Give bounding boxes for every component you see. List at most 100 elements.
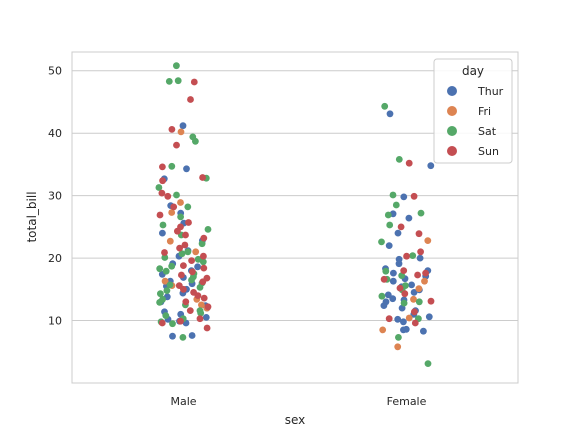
point-sun-male-8 <box>164 192 172 200</box>
point-sat-male-25 <box>188 276 195 284</box>
x-tick-male: Male <box>170 395 196 408</box>
legend-box <box>433 58 513 164</box>
point-sun-male-35 <box>196 315 204 323</box>
point-sun-female-42 <box>415 230 423 238</box>
point-sun-female-49 <box>396 284 404 292</box>
point-sun-female-54 <box>411 319 419 327</box>
point-sat-male-0 <box>173 62 180 70</box>
point-sat-male-30 <box>157 290 164 298</box>
point-sun-female-44 <box>403 252 410 260</box>
x-tick-labels: Male Female <box>170 395 426 408</box>
point-fri-female-15 <box>379 326 387 334</box>
legend-marker-thur <box>447 86 457 96</box>
point-sun-female-48 <box>380 275 388 283</box>
point-thur-female-53 <box>389 295 397 303</box>
point-sat-male-1 <box>165 78 173 85</box>
point-sun-female-40 <box>410 192 418 200</box>
point-sat-male-27 <box>166 281 174 289</box>
point-sun-female-41 <box>397 223 405 231</box>
point-sat-male-19 <box>199 258 207 266</box>
point-sat-male-17 <box>161 254 169 261</box>
point-thur-female-52 <box>384 291 392 299</box>
point-sat-male-7 <box>155 184 163 191</box>
point-sun-female-45 <box>400 267 408 274</box>
legend-marker-sat <box>447 126 457 136</box>
y-gridlines <box>72 70 518 322</box>
point-sun-male-33 <box>204 303 212 311</box>
point-sun-female-43 <box>417 248 424 256</box>
point-sun-male-22 <box>200 264 208 272</box>
point-sat-male-29 <box>163 287 171 294</box>
point-sun-male-15 <box>200 234 208 242</box>
point-sat-male-14 <box>198 240 206 248</box>
point-sun-female-52 <box>411 308 418 316</box>
point-thur-female-64 <box>400 326 407 334</box>
point-thur-female-38 <box>385 242 393 250</box>
legend: day Thur Fri Sat Sun <box>433 58 513 164</box>
y-tick-50: 50 <box>48 65 62 78</box>
point-sat-female-44 <box>392 201 400 209</box>
point-thur-male-31 <box>169 332 176 340</box>
point-sun-male-24 <box>178 271 185 279</box>
point-sat-male-28 <box>196 284 204 291</box>
point-fri-female-14 <box>405 314 413 322</box>
point-sun-male-20 <box>188 257 196 264</box>
point-sun-male-13 <box>174 227 181 235</box>
point-sat-male-8 <box>173 191 180 199</box>
legend-label-sun: Sun <box>478 145 499 158</box>
point-sun-female-53 <box>385 315 393 323</box>
y-tick-10: 10 <box>48 315 62 328</box>
point-sun-male-31 <box>200 294 208 302</box>
point-sat-male-22 <box>162 267 170 275</box>
point-sat-male-16 <box>178 250 186 258</box>
point-sat-female-47 <box>386 221 394 229</box>
point-sun-male-9 <box>170 203 178 211</box>
point-thur-male-1 <box>183 165 190 173</box>
point-sun-male-16 <box>181 241 189 249</box>
point-thur-female-39 <box>416 254 424 262</box>
point-sat-male-15 <box>184 248 192 256</box>
point-sat-female-45 <box>417 209 425 217</box>
point-sun-male-32 <box>182 298 190 306</box>
legend-label-fri: Fri <box>478 105 491 118</box>
point-sat-male-20 <box>168 262 176 270</box>
point-thur-female-62 <box>400 318 407 326</box>
point-sun-male-30 <box>194 292 202 299</box>
point-sat-female-60 <box>424 360 432 367</box>
point-sat-male-11 <box>159 221 167 229</box>
point-sat-female-48 <box>378 238 385 246</box>
point-sun-female-51 <box>427 297 435 305</box>
point-sat-female-43 <box>389 191 397 199</box>
point-sat-male-12 <box>204 226 212 233</box>
point-sat-female-42 <box>395 156 403 163</box>
point-thur-female-33 <box>427 162 435 170</box>
point-sat-female-55 <box>378 292 386 300</box>
point-sat-male-2 <box>174 77 182 85</box>
point-thur-male-11 <box>194 263 202 271</box>
point-thur-male-6 <box>159 229 166 237</box>
point-thur-female-41 <box>395 260 403 268</box>
x-tick-female: Female <box>387 395 427 408</box>
y-tick-40: 40 <box>48 127 62 140</box>
point-fri-male-0 <box>177 128 185 136</box>
point-sat-female-41 <box>381 102 389 110</box>
point-sun-male-21 <box>180 262 187 269</box>
point-sun-male-23 <box>189 268 196 276</box>
point-sun-female-47 <box>414 271 421 279</box>
point-sun-male-36 <box>177 317 184 325</box>
point-thur-female-48 <box>408 281 415 289</box>
point-thur-female-47 <box>389 277 397 285</box>
data-points <box>155 62 435 367</box>
y-tick-labels: 10 20 30 40 50 <box>48 65 62 328</box>
legend-marker-fri <box>447 106 457 116</box>
point-sat-male-39 <box>169 320 176 328</box>
point-sat-female-49 <box>409 252 417 259</box>
point-sun-male-28 <box>180 285 187 293</box>
point-fri-female-11 <box>421 277 428 285</box>
point-sat-male-40 <box>179 334 187 341</box>
point-sun-male-34 <box>186 307 194 314</box>
point-thur-female-44 <box>390 269 397 277</box>
point-thur-female-32 <box>386 110 394 118</box>
point-fri-female-10 <box>424 237 432 245</box>
point-sun-male-3 <box>173 141 180 149</box>
